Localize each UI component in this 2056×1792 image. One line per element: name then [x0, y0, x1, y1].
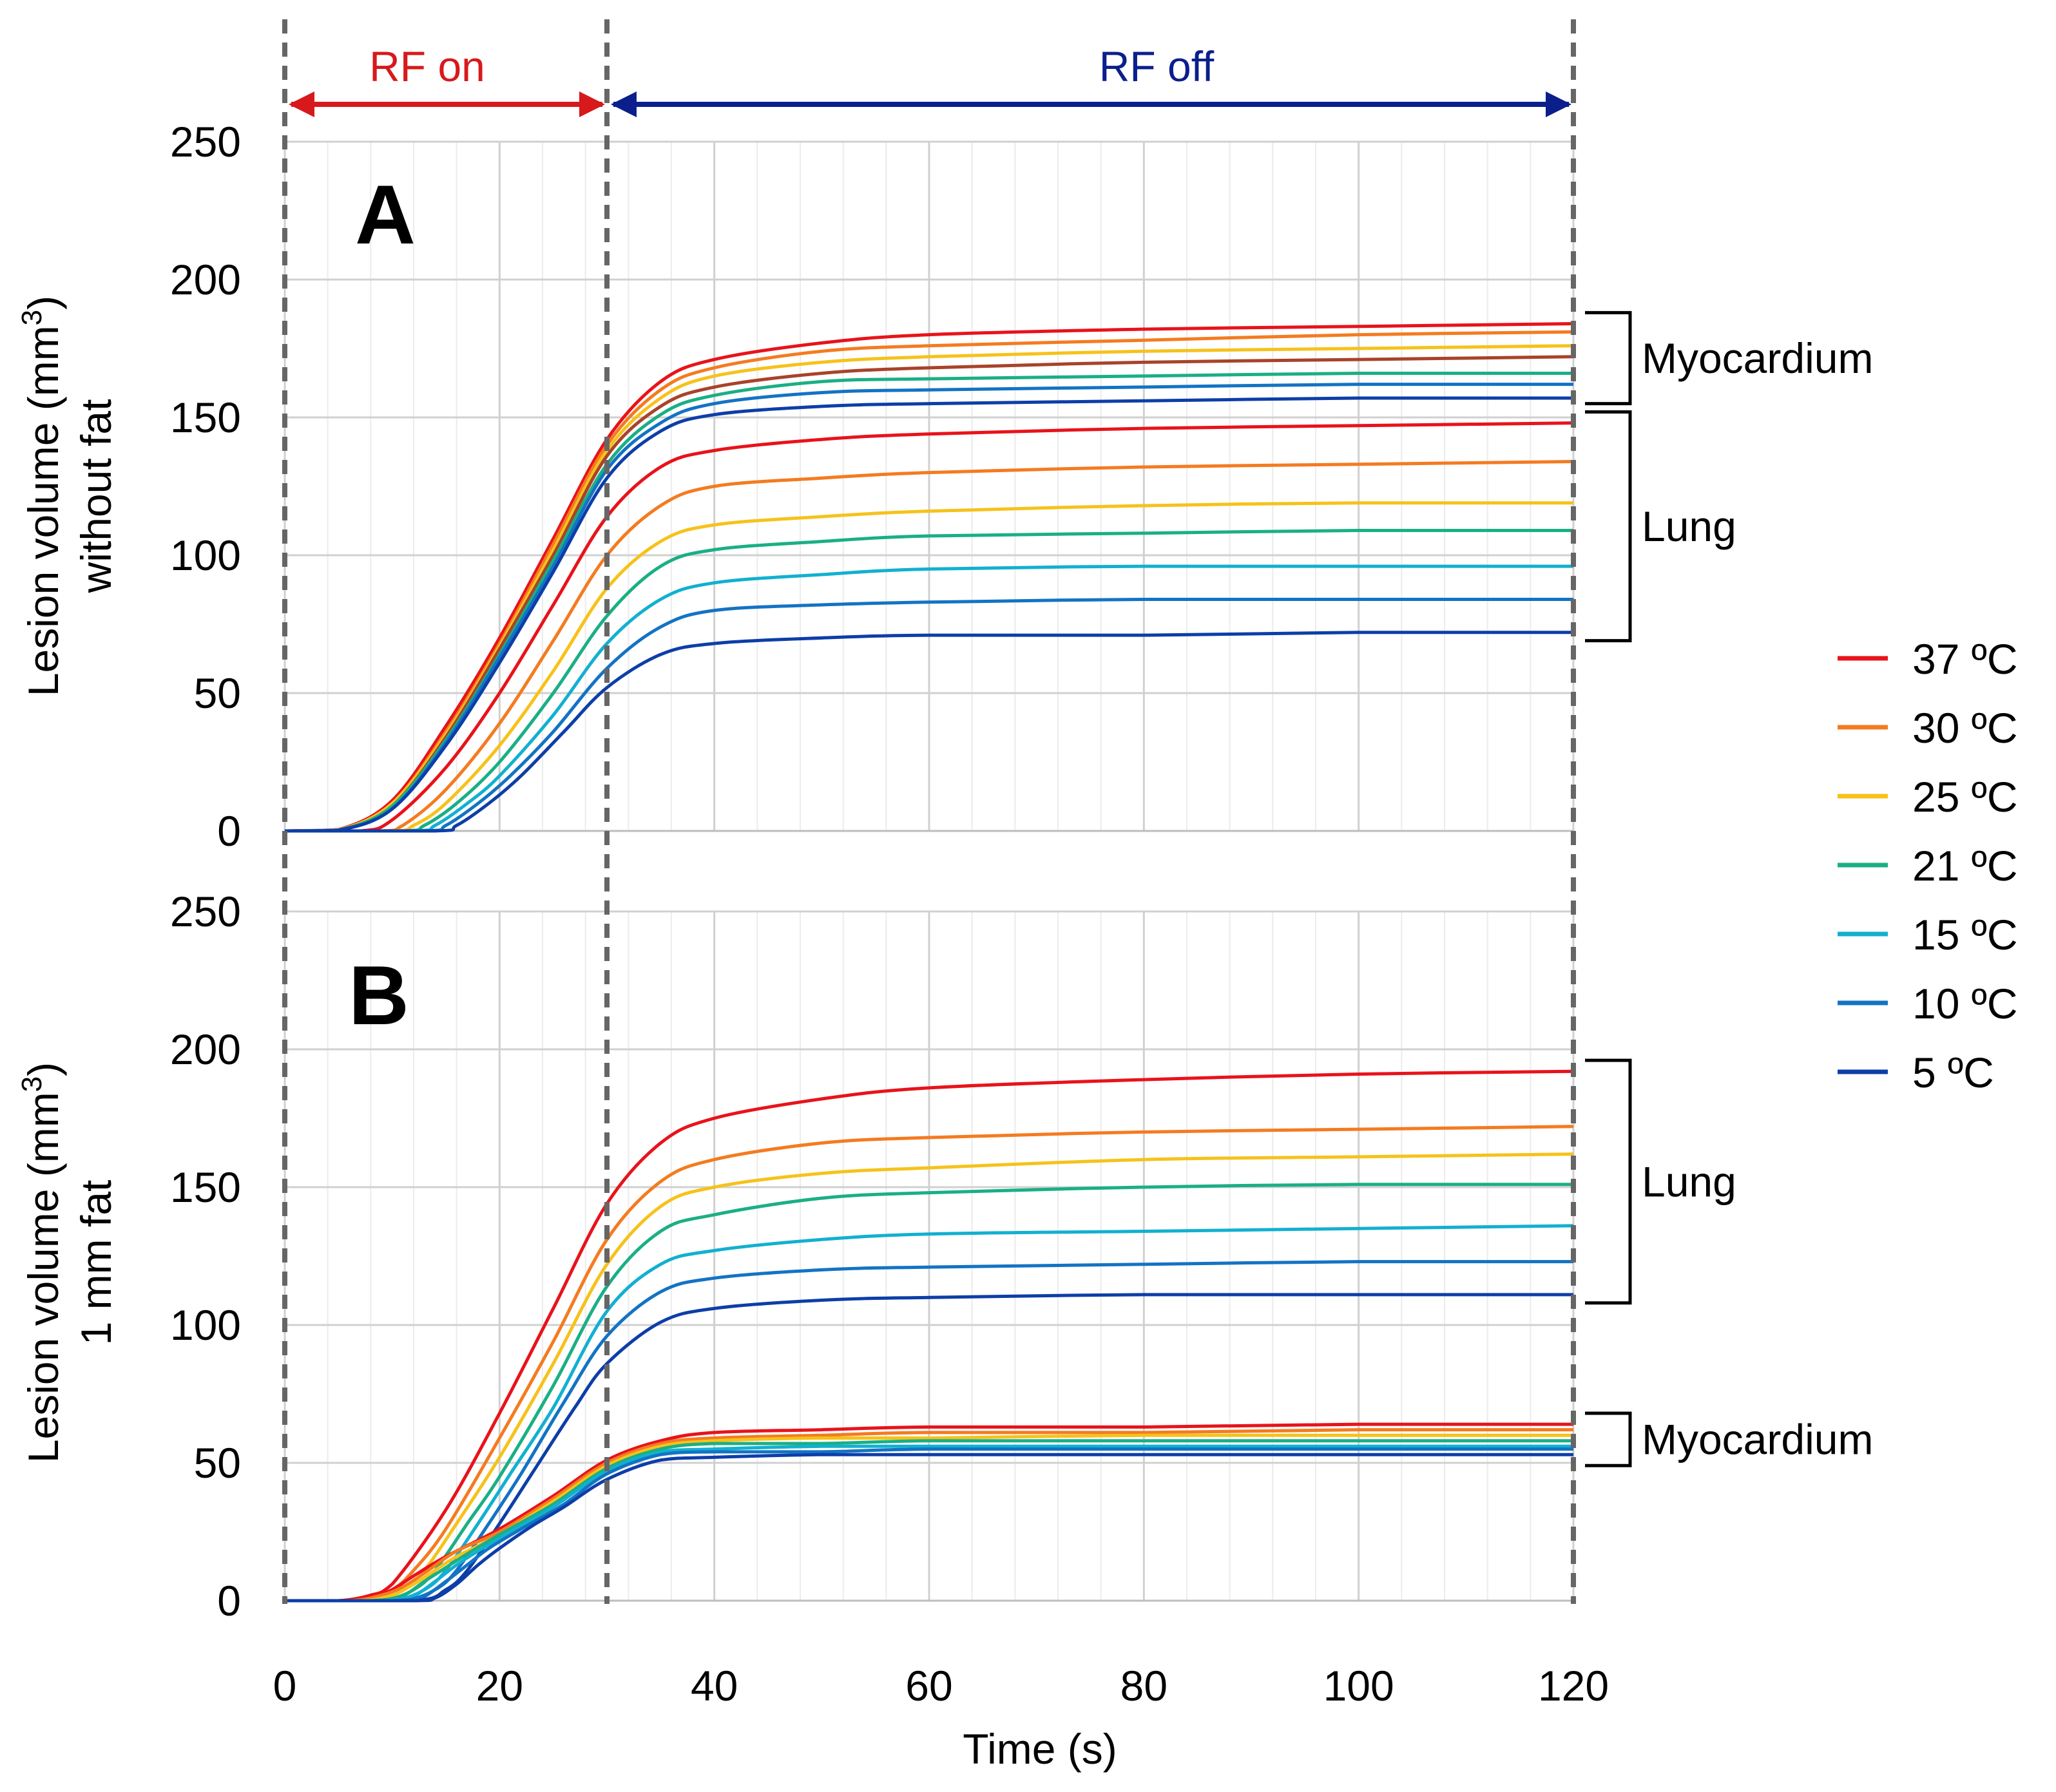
legend: 37 ºC 30 ºC 25 ºC 21 ºC 15 ºC 10 ºC 5 ºC [1838, 635, 2018, 1096]
legend-label: 37 ºC [1912, 635, 2018, 683]
legend-label: 5 ºC [1912, 1049, 1994, 1096]
rf-on-label: RF on [369, 43, 485, 90]
panel-a-series-lung-8 [285, 460, 1574, 833]
panel-b-series-lung-0 [285, 1069, 1574, 1603]
panel-a-group-label-lung: Lung [1642, 502, 1736, 550]
panel-b-series-myocardium-7 [285, 1422, 1573, 1603]
panel-a-series [284, 322, 1574, 833]
panel-b-y-tick-label: 50 [194, 1439, 241, 1487]
x-axis-label: Time (s) [963, 1725, 1117, 1773]
panel-a-y-tick-label: 0 [217, 807, 241, 855]
legend-label: 15 ºC [1912, 911, 2018, 958]
phase-annotations: RF on RF off [289, 43, 1571, 117]
panel-a-y-tick-label: 150 [170, 394, 241, 441]
panel-b-series-myocardium-10 [285, 1439, 1573, 1603]
panel-b-series-lung-4 [285, 1224, 1574, 1603]
x-tick-label: 40 [691, 1662, 738, 1710]
panel-b-y-tick-label: 0 [217, 1577, 241, 1625]
legend-label: 21 ºC [1912, 842, 2018, 890]
panel-a-series-myocardium-0 [284, 322, 1574, 833]
panel-a-letter: A [355, 167, 416, 262]
svg-text:Lesion volume (mm3): Lesion volume (mm3) [16, 296, 67, 696]
legend-label: 25 ºC [1912, 773, 2018, 821]
panel-b-series-myocardium-13 [285, 1453, 1573, 1603]
panel-b-group-brackets: Lung Myocardium [1585, 1058, 1873, 1467]
panel-b-grid [283, 910, 1575, 1602]
panel-a-bracket-lung [1585, 410, 1632, 643]
panel-a-group-label-myocardium: Myocardium [1642, 334, 1873, 382]
panel-b-y-tick-label: 100 [170, 1301, 241, 1349]
panel-b: 0 50 100 150 200 250 Lung Myocardium B Lesion … [16, 888, 1873, 1625]
panel-a-series-lung-9 [285, 501, 1573, 833]
panel-a-group-brackets: Myocardium Lung [1585, 310, 1873, 643]
legend-label: 30 ºC [1912, 704, 2018, 752]
panel-b-bracket-myocardium [1585, 1411, 1632, 1467]
legend-label: 10 ºC [1912, 980, 2018, 1027]
panel-b-series-myocardium-11 [285, 1444, 1573, 1603]
x-axis-ticks: 0 20 40 60 80 100 120 [273, 1662, 1609, 1710]
panel-b-series [285, 1069, 1574, 1603]
panel-b-y-tick-label: 200 [170, 1025, 241, 1073]
x-tick-label: 0 [273, 1662, 297, 1710]
panel-a-y-ticks: 0 50 100 150 200 250 [170, 118, 241, 855]
panel-a-series-lung-12 [285, 597, 1573, 833]
panel-b-letter: B [349, 948, 409, 1042]
x-tick-label: 60 [905, 1662, 952, 1710]
x-tick-label: 80 [1120, 1662, 1167, 1710]
panel-b-group-label-lung: Lung [1642, 1158, 1736, 1205]
phase-boundary-lines [282, 19, 1576, 1604]
panel-b-y-tick-label: 250 [170, 888, 241, 935]
panel-a-y-tick-label: 50 [194, 669, 241, 717]
panel-a-series-myocardium-4 [284, 371, 1573, 833]
panel-a-series-lung-11 [285, 564, 1573, 833]
panel-b-group-label-myocardium: Myocardium [1642, 1416, 1873, 1463]
panel-b-series-myocardium-12 [285, 1447, 1573, 1603]
panel-a-series-lung-10 [285, 528, 1573, 833]
panel-a-bracket-myocardium [1585, 310, 1632, 406]
panel-b-series-myocardium-8 [285, 1428, 1573, 1603]
panel-a-series-lung-13 [285, 631, 1573, 833]
panel-a-y-tick-label: 200 [170, 256, 241, 303]
panel-b-bracket-lung [1585, 1058, 1632, 1305]
svg-text:1 mm fat: 1 mm fat [72, 1180, 120, 1346]
panel-a: 0 50 100 150 200 250 Myocardium Lung A Lesion … [16, 118, 1873, 855]
x-tick-label: 120 [1538, 1662, 1609, 1710]
panel-b-series-lung-1 [285, 1125, 1574, 1603]
panel-b-y-ticks: 0 50 100 150 200 250 [170, 888, 241, 1625]
panel-b-y-tick-label: 150 [170, 1163, 241, 1211]
panel-a-y-tick-label: 250 [170, 118, 241, 166]
panel-a-series-lung-7 [285, 421, 1574, 833]
panel-b-series-lung-6 [285, 1293, 1573, 1603]
panel-a-y-tick-label: 100 [170, 531, 241, 579]
svg-text:without fat: without fat [72, 399, 120, 594]
panel-b-y-axis-label: Lesion volume (mm3) 1 mm fat [16, 1062, 120, 1463]
panel-a-series-myocardium-6 [284, 396, 1573, 833]
x-tick-label: 100 [1323, 1662, 1394, 1710]
x-tick-label: 20 [476, 1662, 523, 1710]
rf-off-label: RF off [1099, 43, 1215, 90]
panel-a-y-axis-label: Lesion volume (mm3) without fat [16, 296, 120, 696]
svg-text:Lesion volume (mm3): Lesion volume (mm3) [16, 1062, 67, 1463]
panel-b-series-myocardium-9 [285, 1433, 1573, 1603]
